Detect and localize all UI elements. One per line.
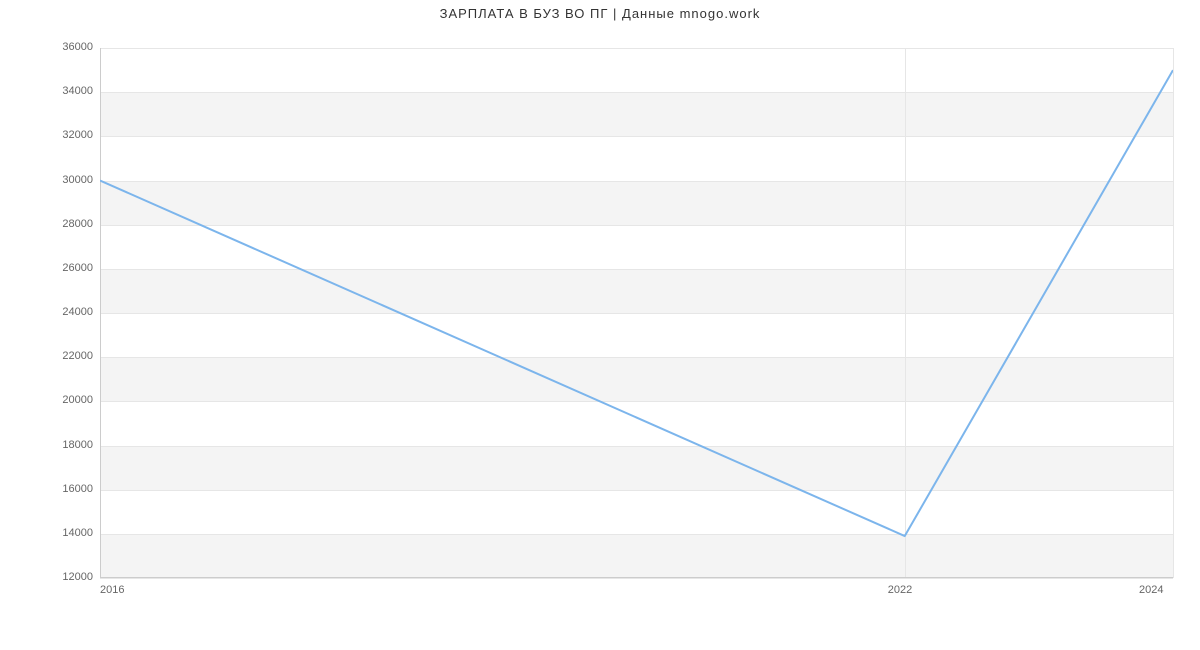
series-line-salary (100, 70, 1173, 536)
x-tick-label: 2024 (1139, 584, 1163, 596)
y-tick-label: 30000 (45, 174, 93, 186)
x-gridline (1173, 48, 1174, 578)
y-tick-label: 28000 (45, 218, 93, 230)
y-tick-label: 18000 (45, 439, 93, 451)
line-series (100, 48, 1173, 578)
y-gridline (100, 578, 1173, 579)
x-tick-label: 2016 (100, 584, 124, 596)
y-tick-label: 32000 (45, 129, 93, 141)
y-tick-label: 12000 (45, 571, 93, 583)
y-tick-label: 20000 (45, 394, 93, 406)
y-tick-label: 34000 (45, 85, 93, 97)
plot-area: 1200014000160001800020000220002400026000… (100, 48, 1173, 578)
y-tick-label: 22000 (45, 350, 93, 362)
chart-title: ЗАРПЛАТА В БУЗ ВО ПГ | Данные mnogo.work (0, 0, 1200, 21)
y-tick-label: 26000 (45, 262, 93, 274)
y-tick-label: 24000 (45, 306, 93, 318)
chart-container: ЗАРПЛАТА В БУЗ ВО ПГ | Данные mnogo.work… (0, 0, 1200, 650)
x-tick-label: 2022 (888, 584, 912, 596)
y-tick-label: 36000 (45, 41, 93, 53)
y-tick-label: 14000 (45, 527, 93, 539)
y-tick-label: 16000 (45, 483, 93, 495)
